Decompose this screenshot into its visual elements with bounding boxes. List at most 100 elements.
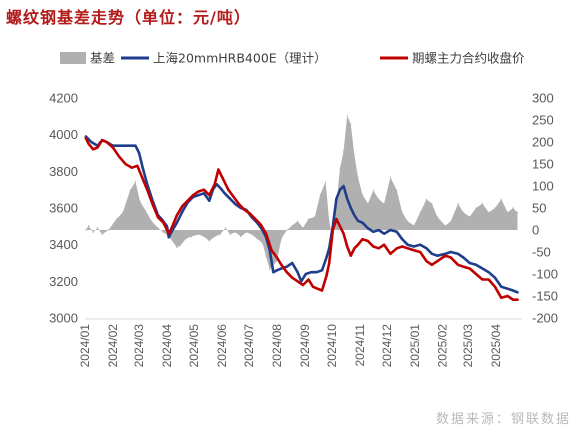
shanghai-price-point: [134, 144, 137, 147]
shanghai-price-point: [167, 236, 170, 239]
shanghai-price-point: [389, 228, 392, 232]
right-axis-tick-label: 0: [532, 223, 539, 238]
basis-point: [500, 198, 502, 200]
basis-point: [350, 123, 352, 125]
basis-point: [297, 220, 299, 222]
futures-price-point: [208, 194, 211, 197]
futures-price-point: [96, 146, 99, 149]
futures-price-point: [84, 137, 87, 140]
basis-point: [139, 200, 141, 202]
shanghai-price-point: [320, 269, 324, 272]
basis-point: [378, 198, 380, 200]
shanghai-price-point: [310, 271, 313, 274]
futures-price-point: [328, 261, 331, 265]
futures-price-point: [500, 296, 503, 299]
basis-point: [401, 211, 403, 213]
shanghai-price-point: [511, 289, 515, 292]
shanghai-price-point: [474, 263, 478, 266]
shanghai-price-point: [516, 291, 519, 294]
shanghai-price-point: [444, 252, 447, 255]
basis-point: [457, 203, 459, 205]
right-axis-tick-label: 150: [532, 157, 554, 172]
futures-price-point: [167, 232, 170, 235]
basis-point: [302, 227, 304, 229]
basis-point: [389, 176, 391, 178]
shanghai-price-point: [500, 285, 503, 288]
right-axis-tick-label: 50: [532, 201, 546, 216]
x-axis-tick-label: 2024/10: [325, 324, 339, 368]
left-axis-tick-label: 3600: [49, 201, 78, 216]
futures-price-point: [141, 177, 144, 180]
basis-point: [383, 203, 385, 205]
basis-point: [151, 220, 153, 222]
basis-point: [280, 238, 282, 240]
futures-price-point: [377, 247, 380, 250]
basis-point: [413, 225, 415, 227]
shanghai-price-point: [456, 252, 460, 255]
futures-price-point: [248, 212, 251, 215]
shanghai-price-point: [468, 261, 471, 265]
futures-price-point: [361, 238, 364, 241]
x-axis-tick-label: 2024/08: [270, 324, 284, 368]
x-axis-tick-label: 2024/03: [132, 324, 146, 368]
futures-price-point: [430, 263, 433, 266]
basis-point: [357, 176, 359, 178]
basis-point: [346, 115, 348, 117]
right-axis-tick-label: 200: [532, 135, 554, 150]
x-axis-tick-label: 2025/01: [408, 324, 422, 368]
shanghai-price-point: [304, 272, 307, 276]
futures-price-point: [372, 245, 375, 248]
shanghai-price-point: [335, 197, 338, 200]
shanghai-price-point: [361, 221, 364, 224]
x-axis-tick-label: 2025/04: [489, 324, 503, 368]
futures-price-point: [291, 276, 294, 279]
futures-price-point: [366, 239, 369, 243]
shanghai-price-point: [377, 228, 380, 232]
futures-price-point: [156, 216, 160, 219]
shanghai-price-point: [84, 135, 87, 138]
futures-price-point: [227, 188, 230, 191]
series-shanghai-hrb400e-line: [84, 135, 519, 294]
futures-price-point: [425, 260, 428, 263]
futures-price-point: [175, 214, 178, 217]
basis-point: [343, 150, 345, 152]
shanghai-price-point: [449, 250, 452, 254]
basis-point: [208, 240, 210, 242]
right-axis-tick-label: 250: [532, 113, 554, 128]
basis-point: [307, 218, 310, 220]
basis-point: [494, 207, 496, 209]
left-axis-tick-label: 3200: [49, 274, 78, 289]
futures-price-point: [346, 245, 349, 248]
futures-price-point: [449, 256, 452, 259]
basis-point: [286, 229, 288, 231]
futures-price-point: [202, 188, 205, 191]
futures-price-point: [186, 199, 189, 202]
shanghai-price-point: [353, 214, 356, 217]
x-axis-tick-label: 2025/02: [436, 324, 450, 368]
shanghai-price-point: [197, 194, 200, 197]
futures-price-point: [516, 298, 519, 301]
futures-price-point: [162, 221, 165, 224]
futures-price-point: [118, 155, 121, 158]
shanghai-price-point: [419, 243, 422, 246]
futures-price-point: [436, 260, 439, 263]
futures-price-point: [213, 183, 216, 186]
basis-point: [225, 227, 227, 229]
futures-price-point: [474, 272, 478, 276]
shanghai-price-point: [141, 166, 144, 169]
shanghai-price-point: [383, 232, 386, 235]
futures-price-point: [124, 162, 127, 166]
basis-point: [269, 269, 271, 271]
basis-point: [162, 231, 164, 233]
basis-point: [475, 207, 477, 209]
basis-point: [444, 225, 446, 227]
shanghai-price-point: [181, 210, 184, 213]
basis-point: [157, 227, 159, 229]
basis-point: [203, 236, 205, 238]
shanghai-price-point: [338, 188, 342, 191]
basis-point: [219, 233, 221, 235]
basis-point: [431, 203, 433, 205]
basis-point: [129, 189, 131, 191]
basis-point: [179, 244, 182, 246]
left-axis-tick-label: 4000: [49, 127, 78, 142]
